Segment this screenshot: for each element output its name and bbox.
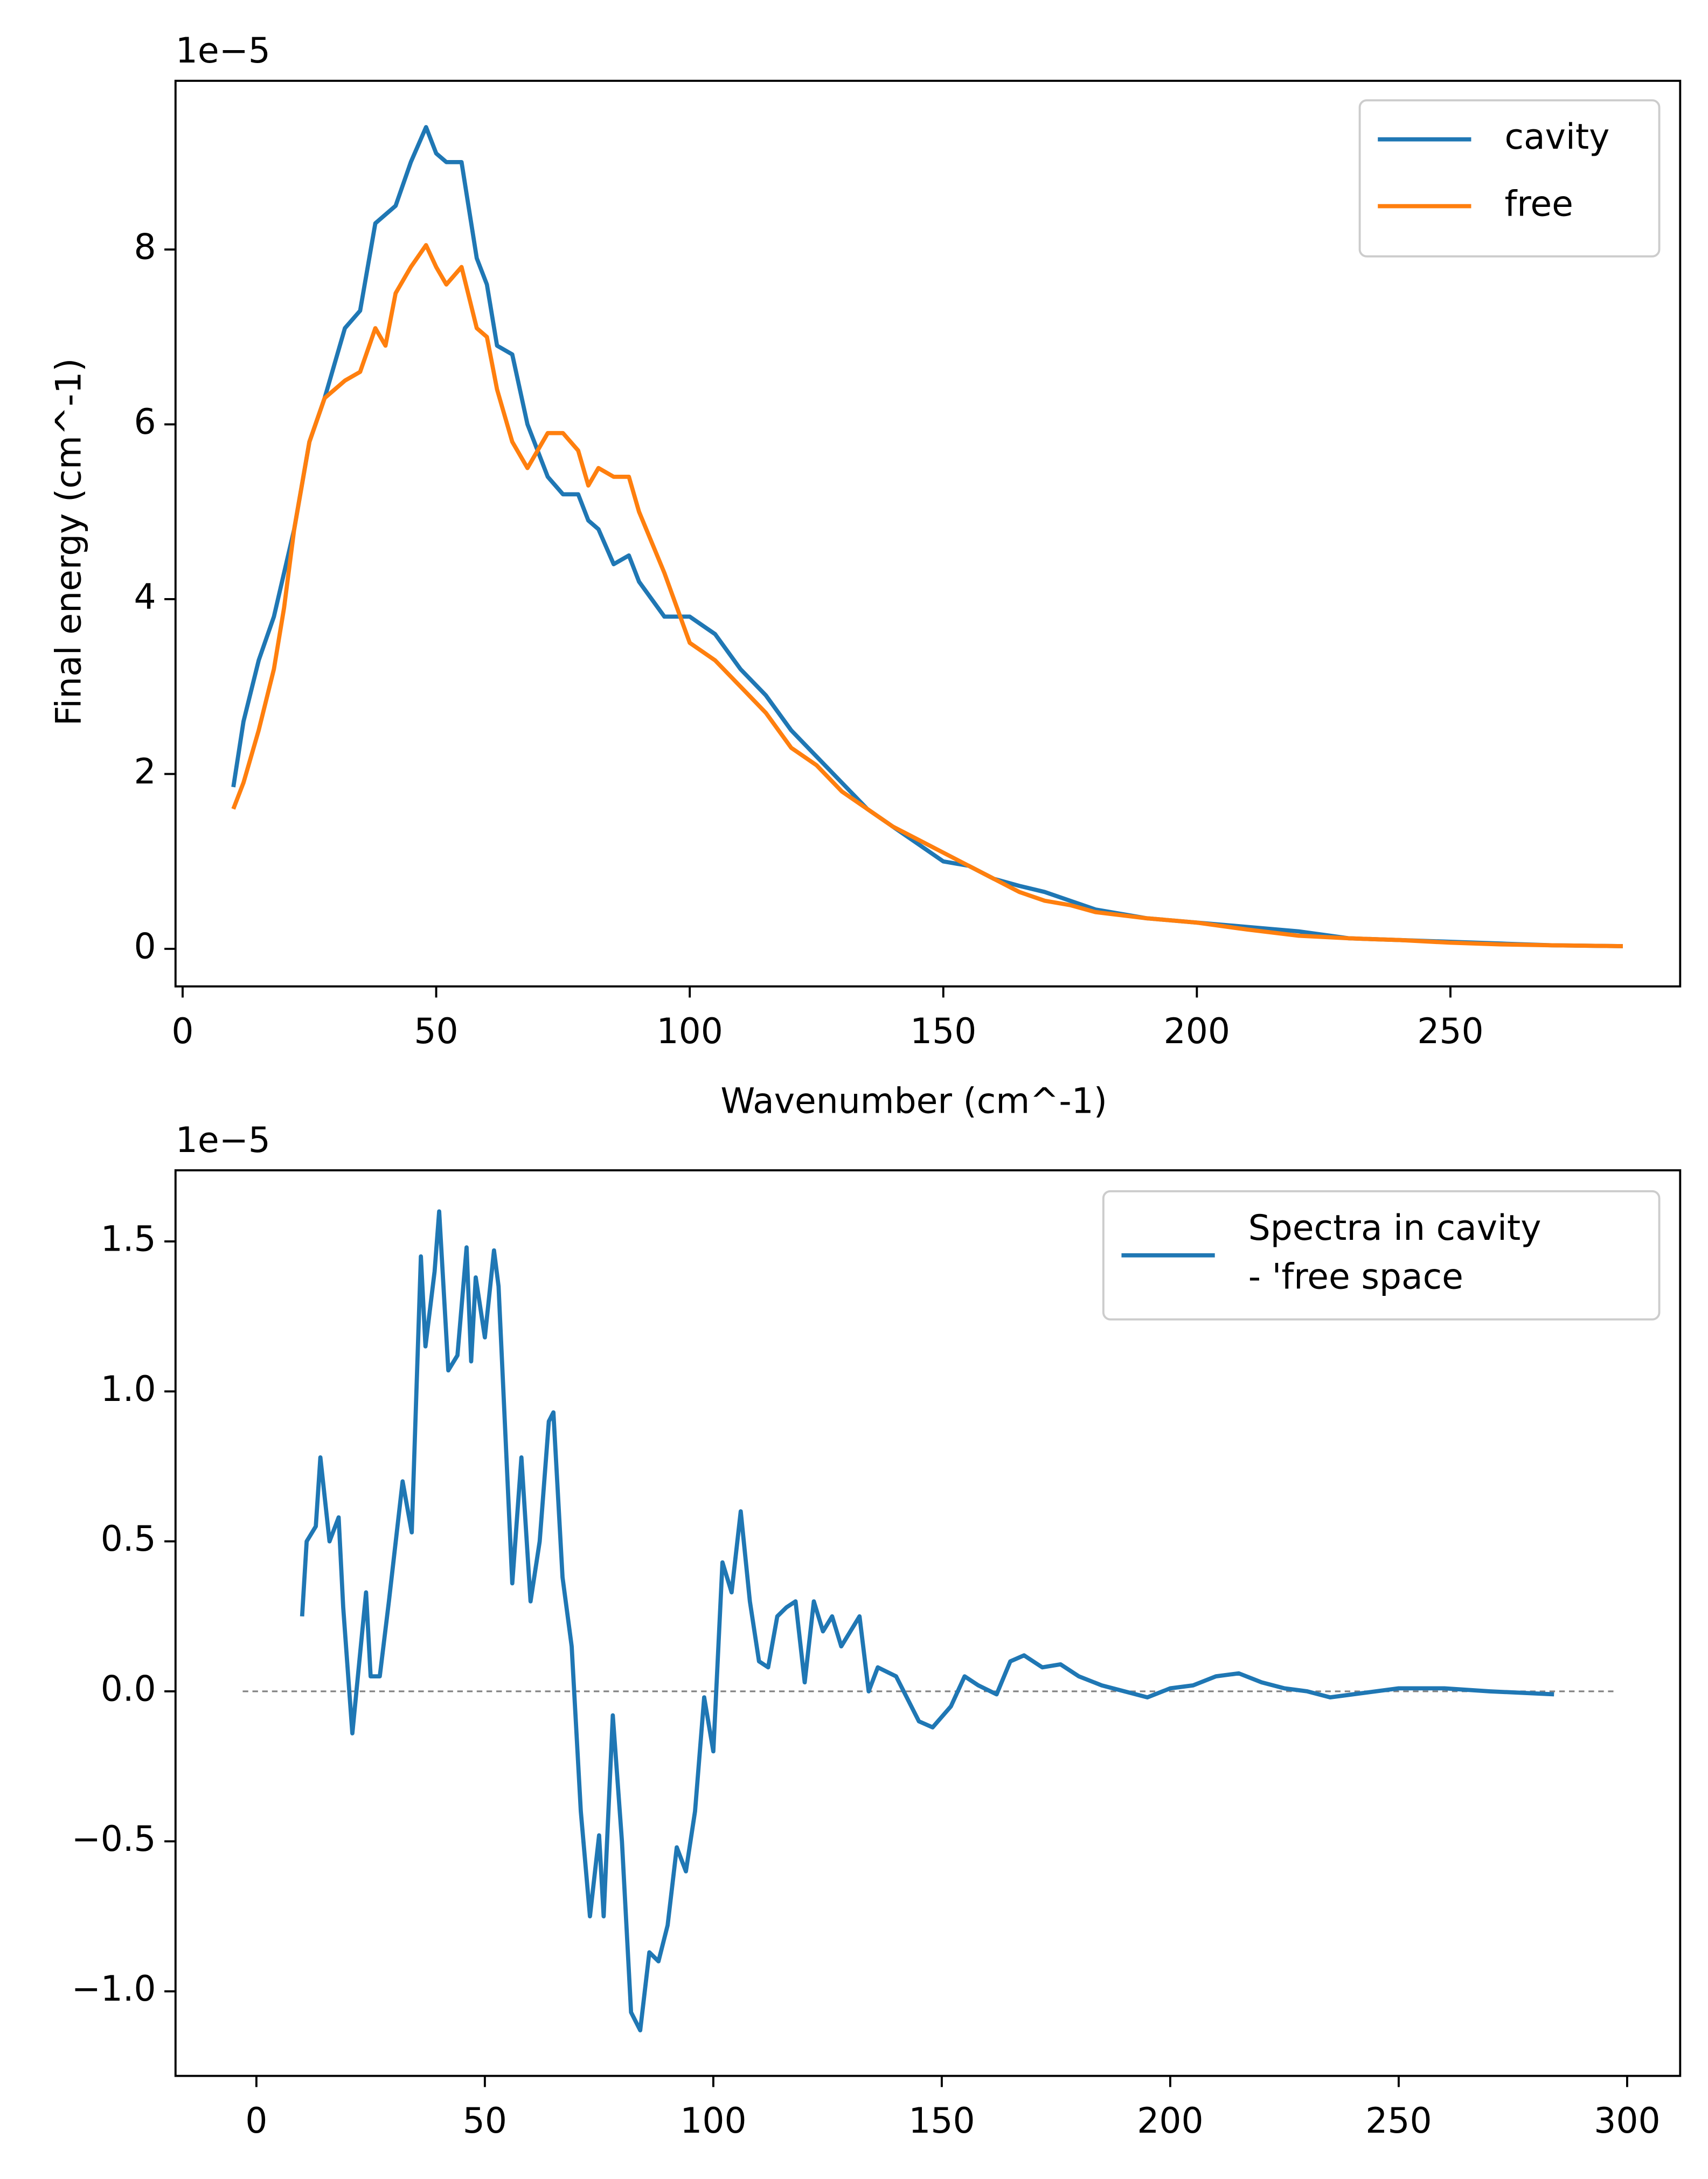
x-tick-label: 150 bbox=[908, 2101, 975, 2141]
y-tick-label: 0.0 bbox=[101, 1669, 156, 1710]
x-tick-label: 100 bbox=[680, 2101, 746, 2141]
legend-label: free bbox=[1505, 184, 1573, 224]
plot-frame bbox=[174, 1169, 1682, 2077]
series-line bbox=[300, 1209, 1554, 2032]
y-tick-label: 2 bbox=[134, 752, 156, 792]
x-tick-label: 0 bbox=[245, 2101, 267, 2141]
y-tick-label: 0.5 bbox=[101, 1519, 156, 1559]
series-line bbox=[231, 125, 1623, 948]
offset-label: 1e−5 bbox=[176, 1120, 270, 1161]
x-tick-label: 300 bbox=[1594, 2101, 1660, 2141]
y-tick-label: 6 bbox=[134, 402, 156, 442]
x-tick-label: 100 bbox=[656, 1011, 723, 1052]
legend-label: cavity bbox=[1505, 117, 1610, 157]
x-tick-label: 50 bbox=[463, 2101, 507, 2141]
legend-box bbox=[1102, 1190, 1661, 1321]
y-tick-label: −1.0 bbox=[72, 1969, 156, 2009]
x-tick-label: 250 bbox=[1417, 1011, 1483, 1052]
y-axis-label: Final energy (cm^-1) bbox=[48, 358, 89, 726]
y-tick-label: 1.5 bbox=[101, 1219, 156, 1259]
y-tick-label: 0 bbox=[134, 926, 156, 967]
x-axis-label: Wavenumber (cm^-1) bbox=[720, 1081, 1107, 1121]
y-tick-label: 8 bbox=[134, 227, 156, 268]
legend-label: Spectra in cavity - 'free space bbox=[1248, 1208, 1542, 1297]
x-tick-label: 50 bbox=[414, 1011, 458, 1052]
y-tick-label: −0.5 bbox=[72, 1819, 156, 1859]
x-tick-label: 200 bbox=[1137, 2101, 1203, 2141]
offset-label: 1e−5 bbox=[176, 31, 270, 71]
x-tick-label: 150 bbox=[910, 1011, 976, 1052]
y-tick-label: 4 bbox=[134, 577, 156, 617]
x-tick-label: 250 bbox=[1365, 2101, 1432, 2141]
series-line bbox=[231, 243, 1623, 948]
y-tick-label: 1.0 bbox=[101, 1369, 156, 1410]
plot-frame bbox=[174, 80, 1682, 988]
x-tick-label: 200 bbox=[1164, 1011, 1230, 1052]
x-tick-label: 0 bbox=[171, 1011, 193, 1052]
